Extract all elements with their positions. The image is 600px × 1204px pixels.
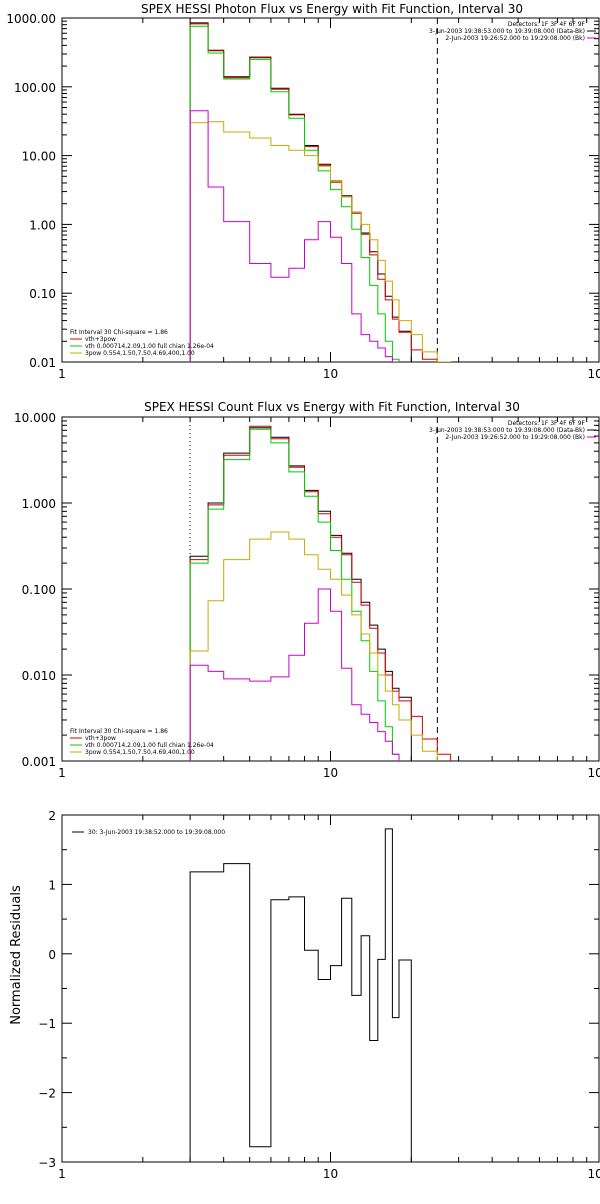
- count-ytick-label: 0.001: [22, 755, 56, 769]
- photon-ytick-label: 0.01: [29, 356, 56, 370]
- count-series-4-step: [189, 588, 400, 761]
- residuals-legend-entry: 30: 3-Jun-2003 19:38:52.000 to 19:39:08.…: [88, 829, 225, 836]
- residuals-series-0-step: [189, 828, 412, 1162]
- count-xtick-label: 1: [58, 766, 66, 780]
- residuals-ytick-label: 2: [48, 809, 56, 823]
- photon-legend-bottom-entry: vth 0.000714,2.09,1.00 full chian 1.26e-…: [85, 343, 214, 350]
- photon-ytick-label: 10.00: [22, 150, 56, 164]
- count-xtick-label: 10: [323, 766, 338, 780]
- residuals-xtick-label: 100: [588, 1167, 600, 1181]
- count-series-3-step: [189, 531, 438, 761]
- count-ytick-label: 1.000: [22, 497, 56, 511]
- residuals-ylabel: Normalized Residuals: [9, 885, 24, 1025]
- count-legend-bottom-entry: 3pow 0.554,1.50,7.50,4.69,400,1.00: [85, 749, 195, 756]
- count-ytick-label: 0.010: [22, 669, 56, 683]
- photon-ytick-label: 1000.00: [6, 12, 56, 26]
- count-xtick-label: 100: [588, 766, 600, 780]
- residuals-ytick-label: −3: [38, 1156, 56, 1170]
- photon-legend-bottom-entry: 3pow 0.554,1.50,7.50,4.69,400,1.00: [85, 350, 195, 357]
- count-legend-bottom-entry: vth+3pow: [85, 735, 116, 742]
- photon-legend-top-entry: 2-Jun-2003 19:26:52.000 to 19:29:08.000 …: [445, 35, 585, 42]
- residuals-ytick-label: −1: [38, 1017, 56, 1031]
- photon-flux-title: SPEX HESSI Photon Flux vs Energy with Fi…: [141, 2, 523, 16]
- count-legend-top-entry: 3-Jun-2003 19:38:53.000 to 19:39:08.000 …: [429, 427, 585, 434]
- residuals-xtick-label: 10: [323, 1167, 338, 1181]
- photon-data: [189, 18, 452, 362]
- photon-ytick-label: 100.00: [14, 81, 56, 95]
- photon-series-3-step: [189, 121, 452, 362]
- residuals-ytick-label: 0: [48, 948, 56, 962]
- photon-ytick-label: 0.10: [29, 287, 56, 301]
- photon-series-2-step: [189, 25, 400, 362]
- count-data: [189, 417, 452, 761]
- count-series-0-step: [189, 427, 412, 761]
- photon-legend-bottom-entry: Fit Interval 30 Chi-square = 1.86: [70, 329, 168, 336]
- residuals-axes-frame: [61, 814, 600, 1163]
- count-ytick-label: 0.100: [22, 583, 56, 597]
- photon-series-4-step: [189, 110, 400, 362]
- photon-xtick-label: 100: [588, 367, 600, 381]
- count-flux-panel: SPEX HESSI Count Flux vs Energy with Fit…: [14, 400, 600, 780]
- residuals-panel: Normalized Residuals 110100210−1−2−330: …: [9, 809, 600, 1181]
- residuals-xtick-label: 1: [58, 1167, 66, 1181]
- photon-ytick-label: 1.00: [29, 218, 56, 232]
- photon-legend-top-entry: Detectors: 1F 3F 4F 6F 9F: [508, 21, 586, 28]
- photon-legend-bottom-entry: vth+3pow: [85, 336, 116, 343]
- count-series-1-step: [189, 425, 452, 761]
- count-ytick-label: 10.000: [14, 411, 56, 425]
- count-legend-top-entry: Detectors: 1F 3F 4F 6F 9F: [508, 420, 586, 427]
- photon-legend-top-entry: 3-Jun-2003 19:38:53.000 to 19:39:08.000 …: [429, 28, 585, 35]
- residuals-data: [189, 828, 412, 1162]
- count-series-2-step: [189, 428, 400, 761]
- photon-xtick-label: 1: [58, 367, 66, 381]
- count-legend-top-entry: 2-Jun-2003 19:26:52.000 to 19:29:08.000 …: [445, 434, 585, 441]
- count-legend-bottom-entry: vth 0.000714,2.09,1.00 full chian 1.26e-…: [85, 742, 214, 749]
- photon-flux-panel: SPEX HESSI Photon Flux vs Energy with Fi…: [6, 2, 600, 381]
- count-legend-bottom-entry: Fit Interval 30 Chi-square = 1.86: [70, 728, 168, 735]
- residuals-ytick-label: −2: [38, 1087, 56, 1101]
- photon-xtick-label: 10: [323, 367, 338, 381]
- photon-series-1-step: [189, 23, 438, 362]
- residuals-ytick-label: 1: [48, 878, 56, 892]
- count-flux-title: SPEX HESSI Count Flux vs Energy with Fit…: [144, 400, 520, 414]
